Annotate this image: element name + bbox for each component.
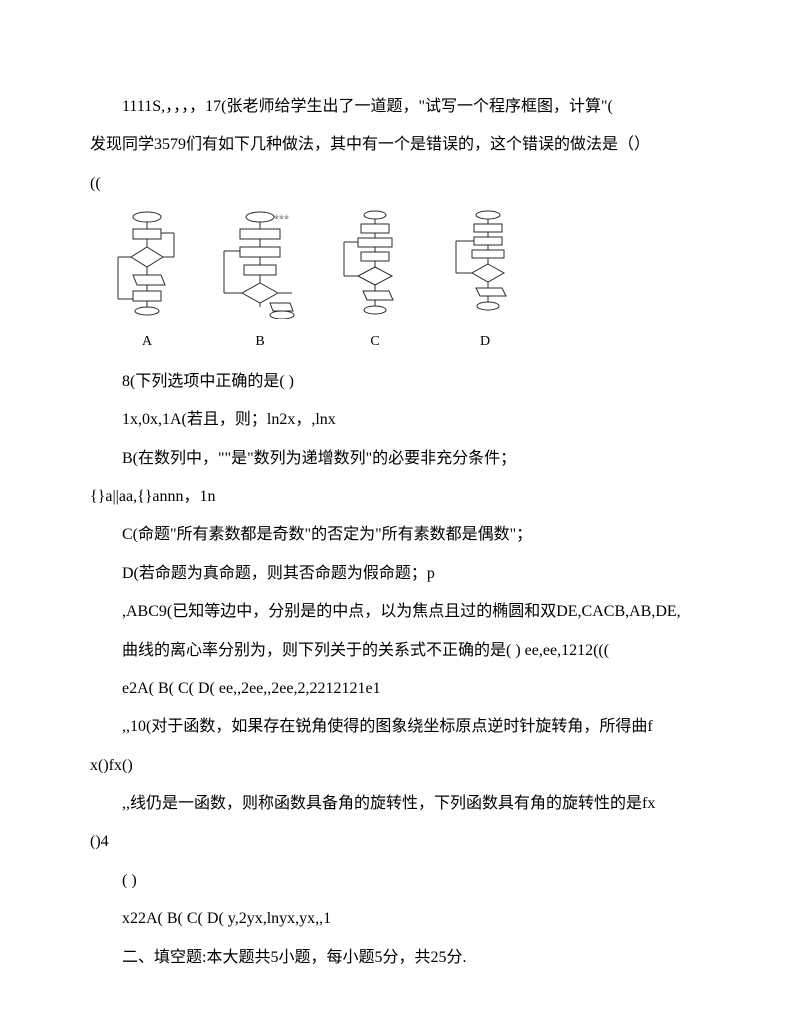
flowchart-d: D bbox=[444, 209, 526, 359]
paragraph-19: 二、填空题:本大题共5小题，每小题5分，共25分. bbox=[90, 939, 710, 977]
paragraph-8: C(命题"所有素数都是奇数"的否定为"所有素数都是偶数"； bbox=[90, 516, 710, 554]
flowchart-b-svg: ※※※ bbox=[214, 209, 306, 319]
paragraph-9: D(若命题为真命题，则其否命题为假命题；p bbox=[90, 555, 710, 593]
paragraph-2: 发现同学3579们有如下几种做法，其中有一个是错误的，这个错误的做法是（） bbox=[90, 126, 710, 164]
paragraph-3: (( bbox=[90, 165, 710, 203]
paragraph-16: ()4 bbox=[90, 823, 710, 861]
paragraph-4: 8(下列选项中正确的是( ) bbox=[90, 363, 710, 401]
label-d: D bbox=[480, 325, 490, 359]
flowchart-c-svg bbox=[334, 209, 416, 319]
paragraph-13: ,,10(对于函数，如果存在锐角使得的图象绕坐标原点逆时针旋转角，所得曲f bbox=[90, 708, 710, 746]
flowchart-a: A bbox=[108, 209, 186, 359]
paragraph-5: 1x,0x,1A(若且，则；ln2x，,lnx bbox=[90, 401, 710, 439]
label-b: B bbox=[255, 325, 264, 359]
label-c: C bbox=[370, 325, 379, 359]
flowchart-options: A bbox=[108, 209, 710, 359]
paragraph-1: 1111S,，，，，17(张老师给学生出了一道题，"试写一个程序框图，计算"( bbox=[90, 88, 710, 126]
paragraph-15: ,,线仍是一函数，则称函数具备角的旋转性，下列函数具有角的旋转性的是fx bbox=[90, 785, 710, 823]
flowchart-d-svg bbox=[444, 209, 526, 319]
flowchart-c: C bbox=[334, 209, 416, 359]
flowchart-a-svg bbox=[108, 209, 186, 319]
paragraph-6: B(在数列中，""是"数列为递增数列"的必要非充分条件； bbox=[90, 440, 710, 478]
paragraph-10: ,ABC9(已知等边中，分别是的中点，以为焦点且过的椭圆和双DE,CACB,AB… bbox=[90, 593, 710, 631]
paragraph-18: x22A( B( C( D( y,2yx,lnyx,yx,,1 bbox=[90, 900, 710, 938]
flowchart-b: ※※※ B bbox=[214, 209, 306, 359]
svg-text:※※※: ※※※ bbox=[274, 214, 289, 221]
label-a: A bbox=[142, 325, 152, 359]
paragraph-14: x()fx() bbox=[90, 747, 710, 785]
paragraph-12: e2A( B( C( D( ee,,2ee,,2ee,2,2212121e1 bbox=[90, 670, 710, 708]
paragraph-7: {}a||aa,{}annn，1n bbox=[90, 478, 710, 516]
paragraph-17: ( ) bbox=[90, 862, 710, 900]
paragraph-11: 曲线的离心率分别为，则下列关于的关系式不正确的是( ) ee,ee,1212((… bbox=[90, 632, 710, 670]
